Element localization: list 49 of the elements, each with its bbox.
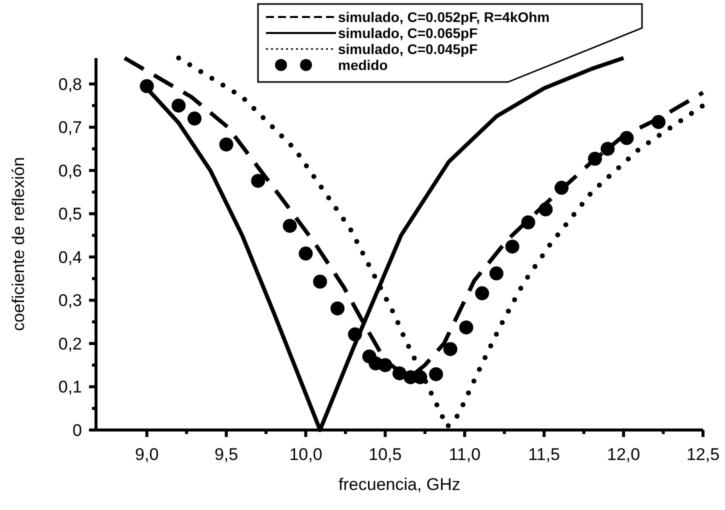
point	[620, 131, 634, 146]
y-tick-label: 0,6	[58, 161, 82, 180]
point	[172, 98, 186, 113]
x-tick-label: 9,0	[135, 445, 159, 464]
point	[392, 366, 406, 380]
point	[219, 138, 234, 152]
point	[652, 115, 666, 130]
point	[313, 274, 328, 289]
point	[378, 358, 392, 372]
y-tick-label: 0,2	[58, 334, 82, 354]
point	[140, 79, 154, 94]
point	[251, 174, 266, 188]
point	[588, 152, 602, 166]
y-tick-label: 0,3	[58, 291, 82, 310]
x-tick-label: 10,0	[289, 445, 322, 464]
legend-label: simulado, C=0.045pF	[338, 41, 478, 57]
y-tick-label: 0,7	[58, 118, 82, 138]
point	[521, 215, 536, 230]
point	[330, 301, 345, 316]
point	[554, 180, 569, 195]
legend-label: simulado, C=0.065pF	[338, 25, 478, 41]
y-axis-title: coeficiente de reflexión	[9, 157, 28, 331]
point	[489, 266, 504, 280]
y-tick-label: 0,1	[58, 378, 82, 397]
point	[443, 342, 458, 356]
point	[475, 286, 490, 300]
x-tick-label: 9,5	[214, 445, 238, 464]
point	[429, 367, 444, 382]
legend-label: medido	[338, 57, 388, 73]
point	[188, 112, 202, 126]
legend-label: simulado, C=0.052pF, R=4kOhm	[338, 9, 550, 25]
x-tick-label: 10,5	[368, 445, 402, 464]
x-tick-label: 11,0	[448, 445, 481, 464]
x-tick-label: 11,5	[528, 445, 560, 464]
x-axis-title: frecuencia, GHz	[338, 475, 460, 494]
y-tick-label: 0,4	[58, 248, 82, 267]
y-tick-label: 0	[72, 421, 82, 440]
point	[538, 202, 553, 216]
point	[459, 320, 474, 334]
point	[600, 142, 615, 156]
x-tick-label: 12,5	[686, 445, 720, 464]
y-tick-label: 0,8	[58, 74, 82, 94]
point	[298, 246, 313, 261]
x-tick-label: 12,0	[607, 445, 640, 464]
point	[413, 370, 428, 384]
point	[348, 327, 362, 342]
point	[505, 240, 520, 254]
point	[282, 218, 297, 233]
y-tick-label: 0,5	[58, 204, 82, 224]
